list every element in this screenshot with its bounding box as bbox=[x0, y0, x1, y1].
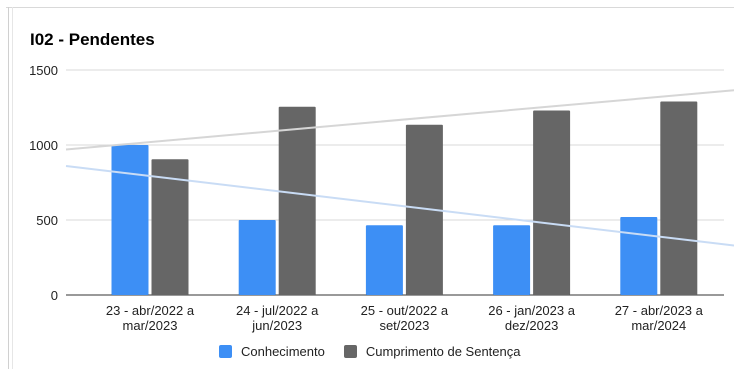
bar-conhecimento-1 bbox=[111, 145, 149, 295]
bar-cumprimento-5 bbox=[660, 101, 698, 295]
bar-conhecimento-5 bbox=[620, 217, 658, 295]
legend-swatch bbox=[343, 345, 357, 358]
trendline-cumprimento bbox=[65, 89, 734, 151]
x-tick-label: 24 - jul/2022 a bbox=[236, 303, 319, 318]
x-tick-label: jun/2023 bbox=[251, 318, 302, 333]
bar-cumprimento-1 bbox=[151, 159, 189, 295]
bar-conhecimento-2 bbox=[238, 220, 276, 295]
x-tick-label: 23 - abr/2022 a bbox=[106, 303, 195, 318]
legend-item-cumprimento: Cumprimento de Sentença bbox=[343, 344, 521, 359]
x-tick-label: dez/2023 bbox=[505, 318, 559, 333]
x-tick-label: 27 - abr/2023 a bbox=[615, 303, 704, 318]
y-tick-label: 1000 bbox=[29, 138, 58, 153]
legend-label: Conhecimento bbox=[241, 344, 325, 359]
legend-swatch bbox=[219, 345, 232, 358]
legend-item-conhecimento: Conhecimento bbox=[219, 344, 325, 359]
chart-title: I02 - Pendentes bbox=[30, 30, 155, 49]
x-tick-label: mar/2023 bbox=[123, 318, 178, 333]
bar-conhecimento-4 bbox=[493, 225, 531, 295]
trendline-conhecimento bbox=[65, 165, 734, 247]
y-tick-label: 0 bbox=[51, 288, 58, 303]
bar-cumprimento-3 bbox=[405, 124, 443, 295]
frame-top-edge bbox=[6, 0, 734, 8]
legend-label: Cumprimento de Sentença bbox=[365, 344, 521, 359]
frame-left-edge bbox=[8, 7, 9, 369]
x-tick-label: 26 - jan/2023 a bbox=[488, 303, 576, 318]
bar-cumprimento-4 bbox=[533, 110, 571, 295]
x-tick-label: mar/2024 bbox=[631, 318, 686, 333]
x-tick-label: 25 - out/2022 a bbox=[361, 303, 449, 318]
y-tick-label: 500 bbox=[36, 213, 58, 228]
chart-legend: Conhecimento Cumprimento de Sentença bbox=[219, 344, 539, 359]
y-tick-label: 1500 bbox=[29, 63, 58, 78]
bar-conhecimento-3 bbox=[365, 225, 403, 295]
bar-cumprimento-2 bbox=[278, 106, 316, 295]
frame-left-edge-inner bbox=[12, 7, 13, 369]
x-tick-label: set/2023 bbox=[379, 318, 429, 333]
